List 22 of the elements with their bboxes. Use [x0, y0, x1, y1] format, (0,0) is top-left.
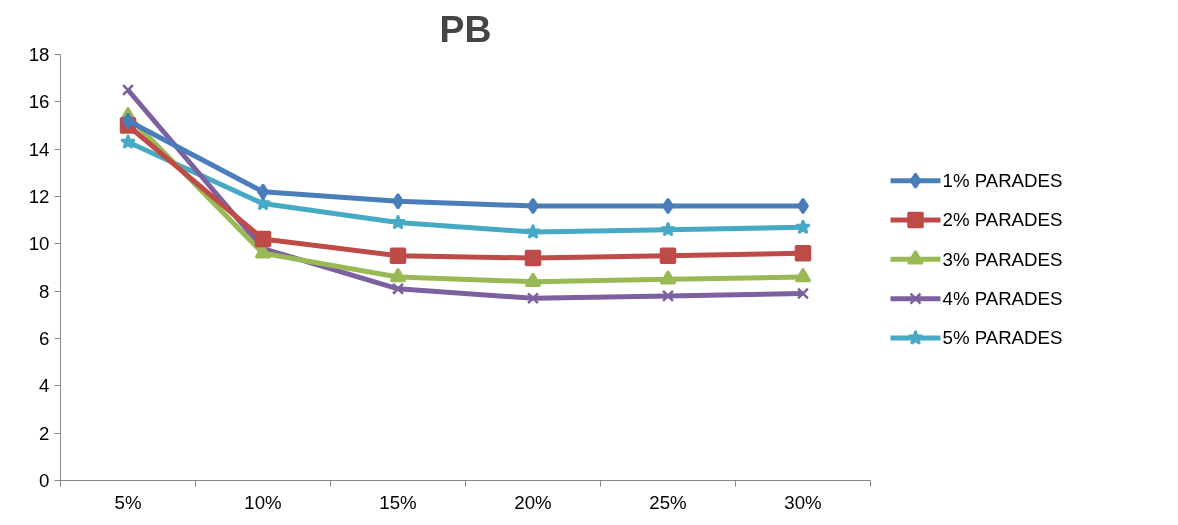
y-tick-label: 16	[28, 91, 50, 113]
y-tick-label: 14	[28, 138, 50, 160]
x-tick-label: 15%	[379, 491, 417, 513]
x-tick-label: 25%	[649, 491, 687, 513]
y-tick-label: 12	[28, 186, 50, 207]
y-tick-label: 2	[39, 422, 50, 444]
y-tick-label: 18	[28, 44, 50, 65]
x-tick-label: 5%	[114, 491, 142, 513]
legend-label: 1% PARADES	[942, 170, 1063, 192]
y-tick-label: 4	[39, 375, 50, 397]
chart-title: PB	[439, 7, 492, 50]
x-tick-label: 20%	[514, 491, 552, 513]
y-tick-label: 8	[39, 280, 50, 302]
legend-label: 4% PARADES	[942, 288, 1063, 310]
y-tick-label: 0	[39, 470, 50, 491]
x-tick-label: 30%	[784, 491, 822, 513]
legend-label: 2% PARADES	[942, 209, 1063, 231]
x-tick-label: 10%	[244, 491, 282, 513]
y-tick-label: 6	[39, 328, 50, 349]
legend-label: 5% PARADES	[942, 327, 1063, 349]
y-tick-label: 10	[28, 233, 50, 255]
legend-label: 3% PARADES	[942, 248, 1063, 270]
